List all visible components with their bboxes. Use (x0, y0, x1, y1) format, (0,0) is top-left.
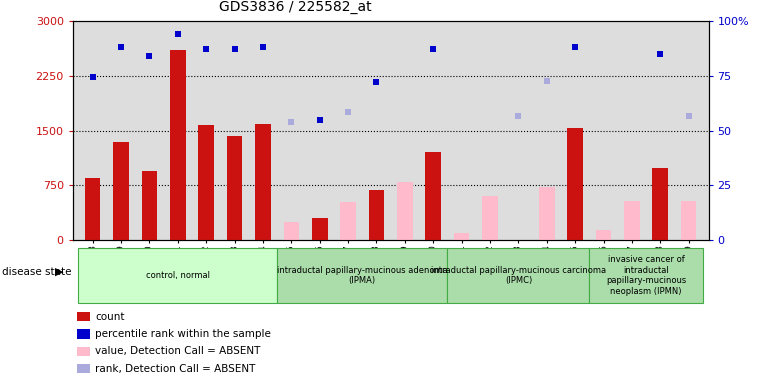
Bar (113, 142, 129, 240)
Bar (539, 187, 555, 240)
Bar (653, 169, 668, 240)
Bar (681, 201, 696, 240)
FancyBboxPatch shape (277, 248, 447, 303)
Text: intraductal papillary-mucinous adenoma
(IPMA): intraductal papillary-mucinous adenoma (… (277, 266, 447, 285)
Text: control, normal: control, normal (146, 271, 210, 280)
FancyBboxPatch shape (447, 248, 589, 303)
Bar (227, 136, 242, 240)
Bar (340, 202, 356, 240)
Bar (397, 182, 413, 240)
Text: rank, Detection Call = ABSENT: rank, Detection Call = ABSENT (95, 364, 255, 374)
Text: count: count (95, 312, 125, 322)
Text: value, Detection Call = ABSENT: value, Detection Call = ABSENT (95, 346, 260, 356)
Bar (142, 170, 157, 240)
Title: GDS3836 / 225582_at: GDS3836 / 225582_at (219, 0, 372, 14)
Text: disease state: disease state (2, 266, 72, 277)
Bar (255, 124, 270, 240)
Bar (198, 126, 214, 240)
Bar (596, 230, 611, 240)
Bar (368, 190, 385, 240)
FancyBboxPatch shape (78, 248, 277, 303)
Text: ▶: ▶ (55, 266, 64, 277)
Bar (312, 218, 328, 240)
Bar (170, 50, 185, 240)
Bar (568, 128, 583, 240)
Bar (482, 196, 498, 240)
Bar (624, 200, 640, 240)
Text: percentile rank within the sample: percentile rank within the sample (95, 329, 271, 339)
Bar (283, 222, 300, 240)
Bar (453, 233, 470, 240)
Text: intraductal papillary-mucinous carcinoma
(IPMC): intraductal papillary-mucinous carcinoma… (430, 266, 606, 285)
FancyBboxPatch shape (589, 248, 703, 303)
Bar (425, 152, 441, 240)
Bar (85, 178, 100, 240)
Text: invasive cancer of
intraductal
papillary-mucinous
neoplasm (IPMN): invasive cancer of intraductal papillary… (606, 255, 686, 296)
